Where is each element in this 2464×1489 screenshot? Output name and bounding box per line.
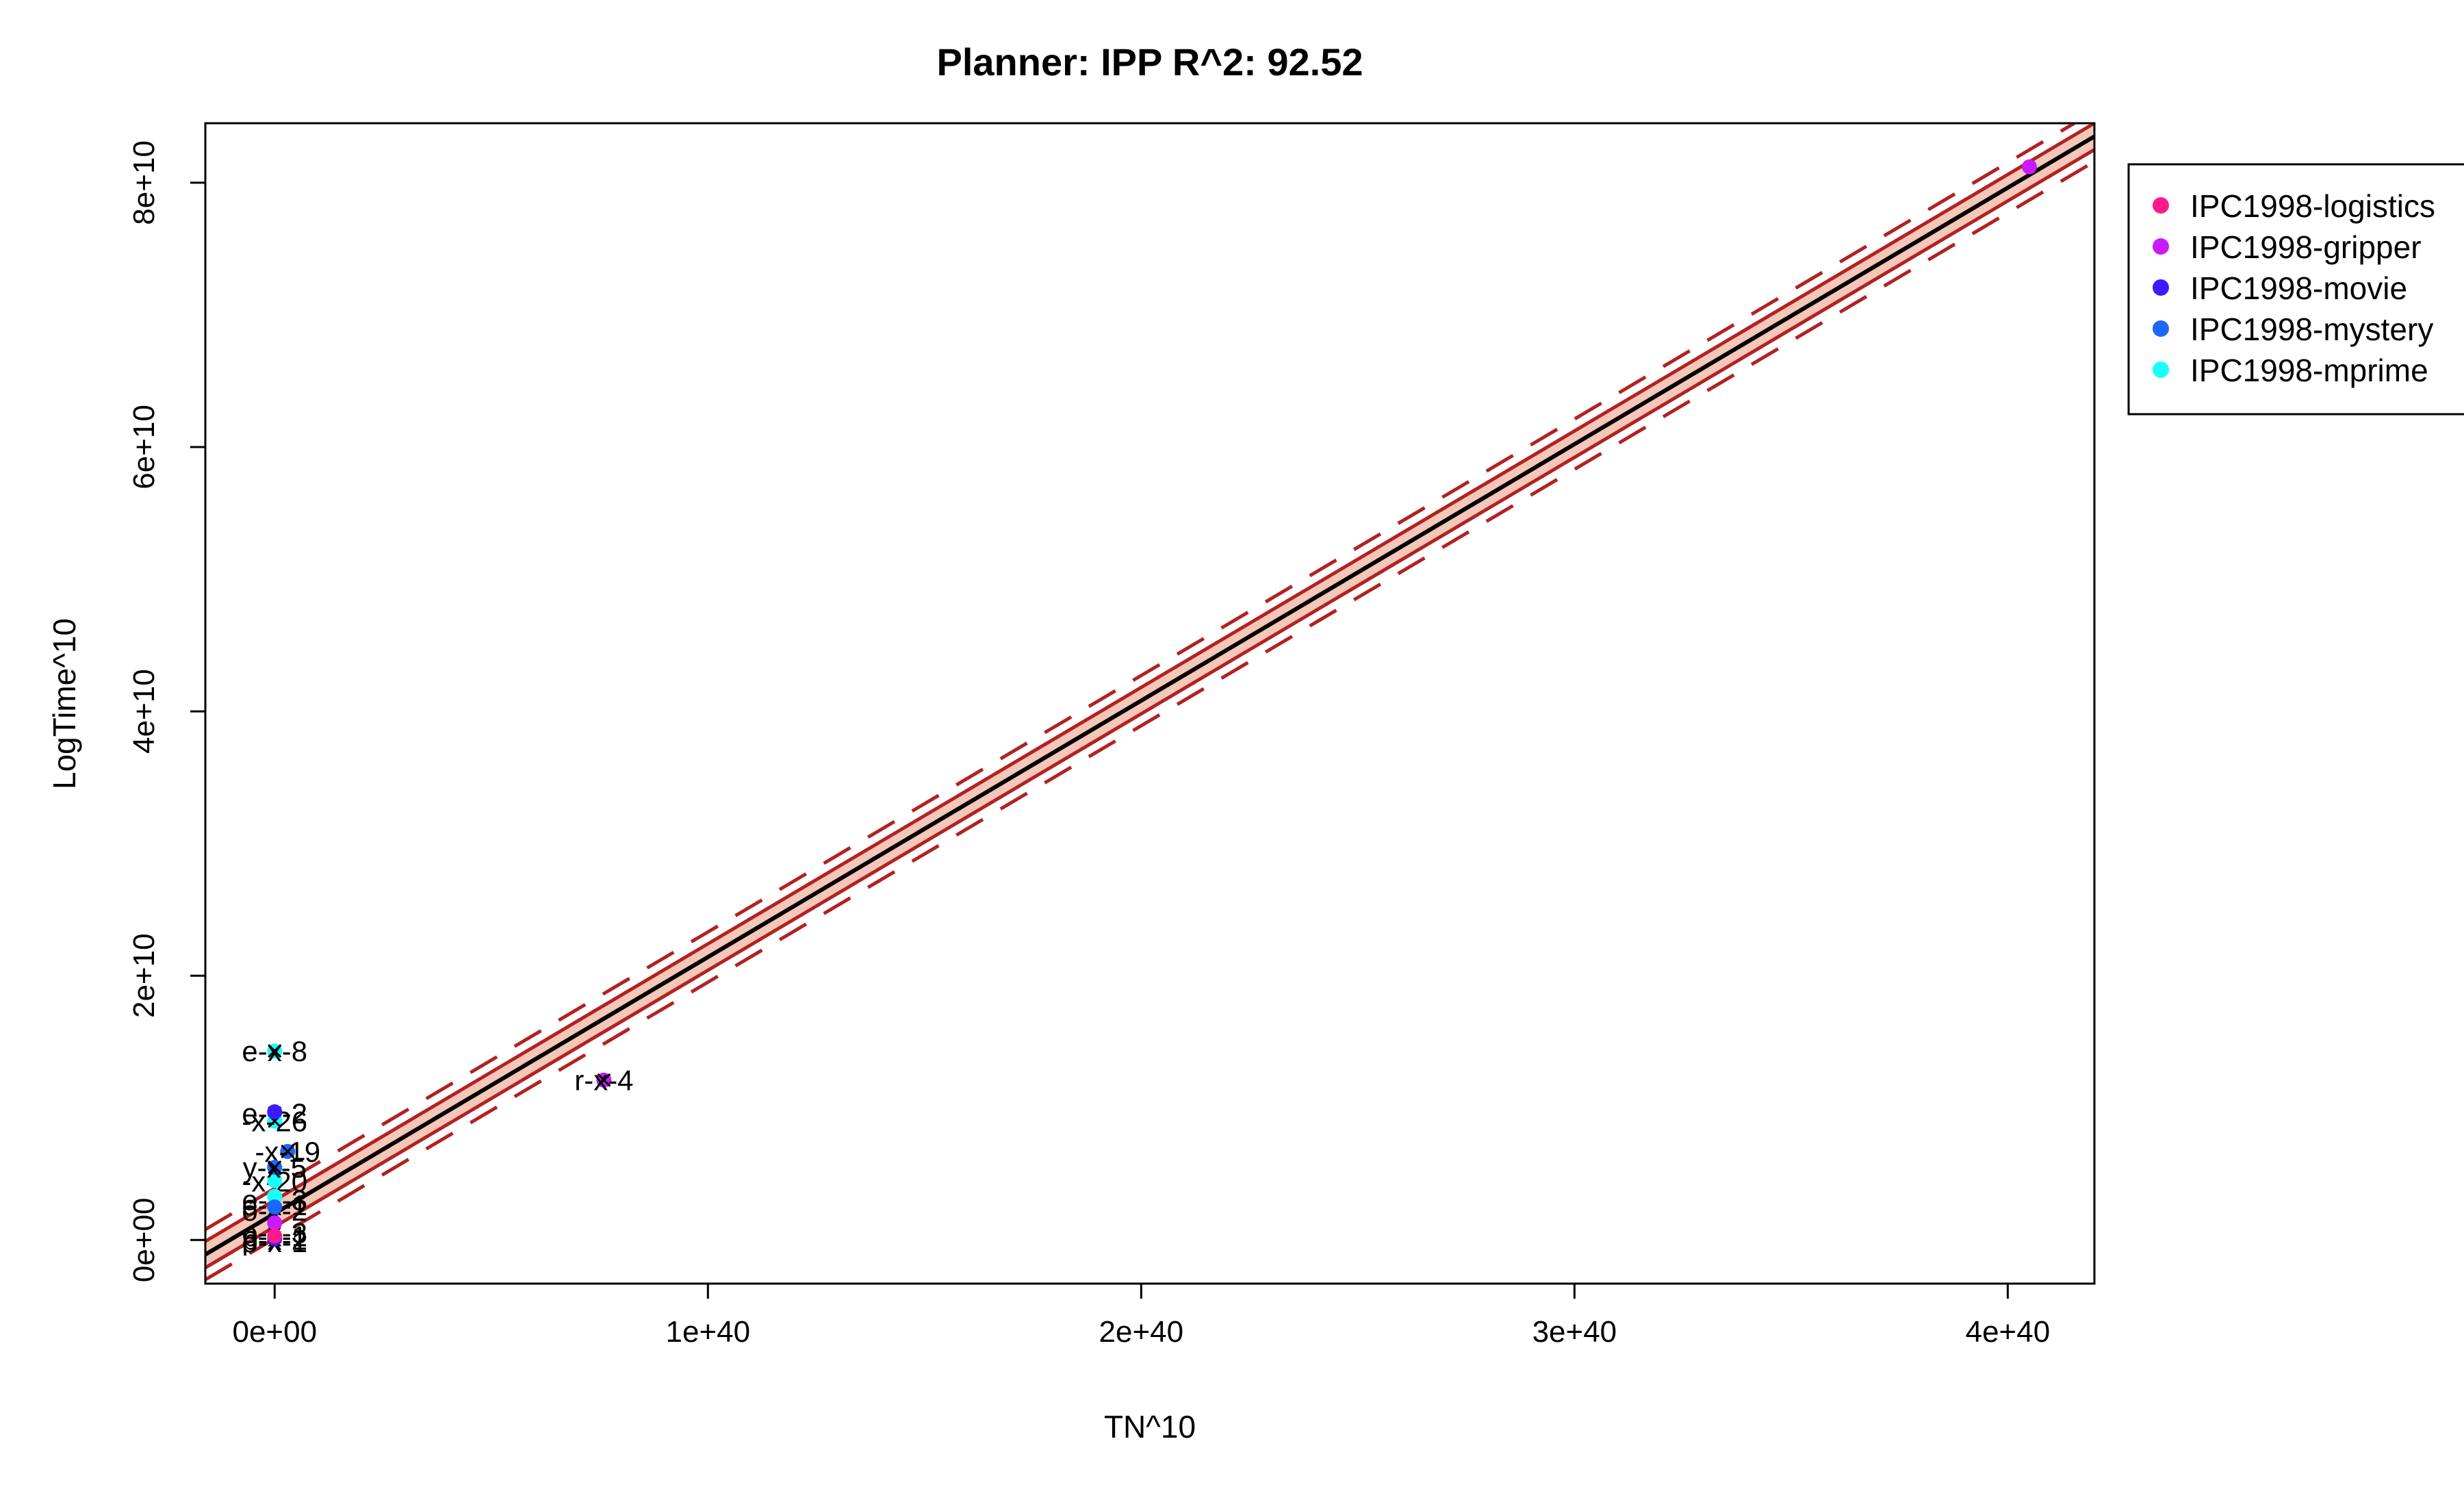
data-point: [2022, 159, 2038, 175]
legend-entry-label: IPC1998-mystery: [2190, 311, 2433, 347]
legend-marker: [2153, 279, 2169, 296]
data-point: [267, 1228, 283, 1244]
data-point: [267, 1104, 283, 1120]
plot-area: e-x-3e-x-1o-x-2-x-20o-x-3p-x-1p-x-2o-x-1…: [205, 123, 2094, 1282]
legend-entry-label: IPC1998-mprime: [2190, 353, 2428, 388]
plot-frame: [204, 122, 2096, 1285]
prediction-upper-line: [205, 123, 2078, 1232]
legend-entry-label: IPC1998-gripper: [2190, 229, 2422, 265]
legend: IPC1998-logistics IPC1998-gripper IPC1998-…: [2127, 163, 2464, 416]
x-tick-label: 2e+40: [1099, 1315, 1184, 1349]
point-marker: [281, 1144, 295, 1159]
point-label: e-x-8: [242, 1035, 307, 1067]
x-tick-label: 4e+40: [1966, 1315, 2051, 1349]
y-tick-label: 8e+10: [127, 140, 161, 225]
legend-box: [2127, 163, 2464, 416]
data-point: [267, 1199, 283, 1215]
legend-entry-label: IPC1998-logistics: [2190, 188, 2435, 224]
chart-title: Planner: IPP R^2: 92.52: [936, 40, 1363, 84]
point-label: -x-19: [255, 1136, 320, 1168]
y-tick-label: 2e+10: [127, 933, 161, 1018]
legend-entry-label: IPC1998-movie: [2190, 270, 2407, 306]
x-tick-label: 0e+00: [232, 1315, 317, 1349]
y-tick-label: 4e+10: [127, 669, 161, 754]
y-tick-label: 0e+00: [127, 1198, 161, 1283]
point-label: y-x-5: [243, 1151, 307, 1184]
legend-marker: [2153, 361, 2169, 378]
band-lower-line: [205, 148, 2094, 1269]
x-axis-label: TN^10: [1104, 1409, 1196, 1445]
legend-marker: [2153, 197, 2169, 214]
data-point: [267, 1173, 283, 1188]
data-point: [267, 1188, 283, 1204]
x-tick-label: 1e+40: [666, 1315, 751, 1349]
point-label: r-x-4: [574, 1065, 633, 1097]
x-tick-label: 3e+40: [1532, 1315, 1617, 1349]
point-marker: [597, 1073, 611, 1087]
point-marker: [268, 1160, 282, 1175]
y-tick-label: 6e+10: [127, 405, 161, 489]
regression-line: [205, 134, 2094, 1257]
legend-marker: [2153, 320, 2169, 337]
data-point: [267, 1215, 283, 1231]
prediction-lower-line: [205, 160, 2094, 1282]
plot-inner: e-x-3e-x-1o-x-2-x-20o-x-3p-x-1p-x-2o-x-1…: [205, 123, 2094, 1282]
legend-marker: [2153, 238, 2169, 255]
point-marker: [268, 1044, 282, 1058]
axes: 0e+00 1e+40 2e+40 3e+40 4e+40 0e+00 2e+10 4e+10…: [127, 140, 2050, 1349]
y-axis-label: LogTime^10: [47, 618, 82, 789]
band-upper-line: [205, 123, 2094, 1243]
